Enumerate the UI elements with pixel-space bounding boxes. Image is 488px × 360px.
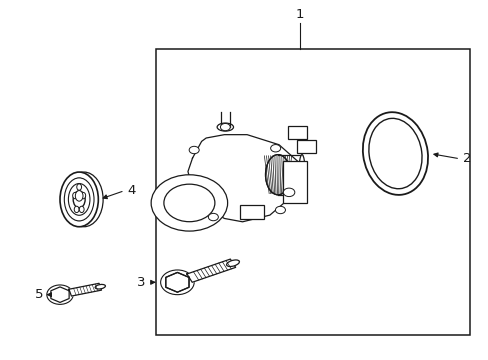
Circle shape [283,188,294,197]
Ellipse shape [81,192,85,199]
Polygon shape [69,283,102,296]
Circle shape [163,184,214,222]
Ellipse shape [79,206,84,212]
Circle shape [208,213,218,221]
Bar [156,49,469,335]
Bar [282,161,306,203]
Circle shape [160,270,194,294]
Bar [221,112,229,127]
Circle shape [220,123,230,131]
Circle shape [270,145,280,152]
Ellipse shape [298,154,305,195]
Ellipse shape [70,183,88,216]
Text: 1: 1 [295,8,303,21]
Ellipse shape [60,172,98,227]
Text: 2: 2 [462,152,470,165]
Bar [287,126,306,139]
Ellipse shape [73,192,77,199]
Ellipse shape [74,206,79,212]
Circle shape [151,175,227,231]
Ellipse shape [362,112,427,195]
Ellipse shape [68,184,90,215]
Text: 3: 3 [137,276,145,289]
Circle shape [275,206,285,214]
Text: 5: 5 [35,288,43,301]
Ellipse shape [226,260,239,266]
Circle shape [47,285,73,304]
Text: 4: 4 [127,184,136,197]
Ellipse shape [67,178,91,221]
Ellipse shape [64,172,103,227]
Ellipse shape [265,154,290,195]
Polygon shape [187,135,305,222]
Polygon shape [51,287,69,302]
Ellipse shape [75,190,83,201]
Ellipse shape [95,284,105,289]
Polygon shape [186,259,235,282]
Ellipse shape [73,191,85,208]
Ellipse shape [217,123,233,131]
Ellipse shape [77,184,81,190]
Ellipse shape [368,118,421,189]
Circle shape [189,146,199,154]
Polygon shape [165,273,189,292]
Bar [297,140,316,153]
Bar [239,205,263,219]
Ellipse shape [64,178,94,221]
Polygon shape [165,273,189,292]
